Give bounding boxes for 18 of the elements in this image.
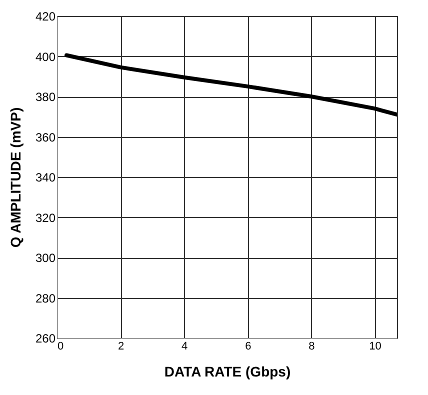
x-tick-label: 6 xyxy=(245,340,252,352)
x-tick-label: 8 xyxy=(308,340,315,352)
x-tick-label: 10 xyxy=(369,340,382,352)
y-tick-label: 260 xyxy=(35,332,56,346)
line-series xyxy=(64,53,397,117)
y-tick-label: 320 xyxy=(35,210,56,225)
y-tick-label: 300 xyxy=(35,251,56,265)
x-tick-label: 2 xyxy=(118,340,124,352)
x-axis-title: DATA RATE (Gbps) xyxy=(164,364,291,380)
y-axis-title: Q AMPLITUDE (mVP) xyxy=(7,107,24,248)
y-tick-label: 340 xyxy=(35,170,56,184)
y-tick-label: 360 xyxy=(35,130,56,144)
y-tick-label: 380 xyxy=(35,90,56,104)
x-tick-label: 0 xyxy=(58,340,64,352)
x-tick-label: 4 xyxy=(182,340,188,352)
y-tick-label: 400 xyxy=(35,50,56,64)
y-tick-label: 280 xyxy=(35,291,56,306)
y-tick-label: 420 xyxy=(35,10,56,24)
